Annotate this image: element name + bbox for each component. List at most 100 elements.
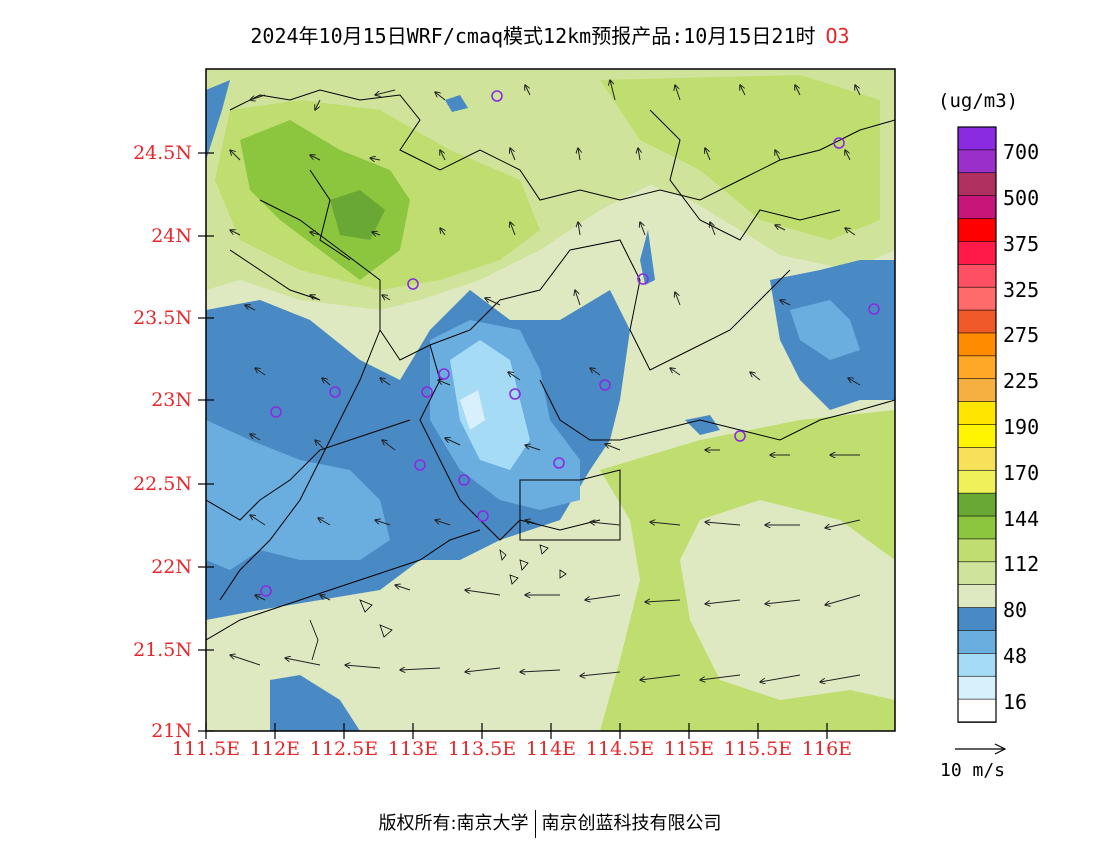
colorbar-cell [957,561,997,586]
colorbar-cell [957,584,997,609]
colorbar-cell [957,515,997,540]
blue-region-south [270,675,360,731]
copyright-label: 版权所有: [378,813,457,834]
green-region-dark [240,120,410,280]
boundary-lines [206,89,895,641]
wind-reference-arrow [955,743,1007,755]
station-marker [599,379,611,391]
lon-tick-label: 115E [663,738,715,760]
colorbar-label: 500 [1003,186,1040,210]
lon-tick-label: 113E [387,738,439,760]
station-marker [491,90,503,102]
station-marker [407,278,419,290]
colorbar-cell [957,378,997,403]
lat-tick-label: 24.5N [133,142,192,164]
station-marker [637,273,649,285]
owner-secondary: 南京创蓝科技有限公司 [541,813,722,834]
blue-region-east-mid [790,300,860,360]
wind-reference-label: 10 m/s [940,760,1006,781]
colorbar-label: 275 [1003,323,1040,347]
colorbar-label: 80 [1003,598,1028,622]
colorbar-cell [957,447,997,472]
colorbar-cell [957,241,997,266]
station-marker [458,474,470,486]
lat-tick-label: 21N [151,720,192,742]
lon-tick-label: 114E [525,738,577,760]
map-title: 2024年10月15日WRF/cmaq模式12km预报产品:10月15日21时 O… [0,20,1100,49]
lon-tick-label: 115.5E [723,738,793,760]
colorbar-cell [957,309,997,334]
lon-tick-label: 114.5E [585,738,655,760]
colorbar-cell [957,653,997,678]
colorbar-cell [957,675,997,700]
blue-region-central-lightest [460,390,485,430]
colorbar-label: 190 [1003,415,1040,439]
green-region-southeast [600,410,895,731]
colorbar-cell [957,355,997,380]
colorbar-frame [957,126,997,723]
station-marker [509,388,521,400]
colorbar-cell [957,630,997,655]
station-marker [414,459,426,471]
station-marker [868,303,880,315]
colorbar-cell [957,538,997,563]
station-marker [553,457,565,469]
blue-patch-north [445,95,468,112]
lat-tick-label: 22.5N [133,473,192,495]
blue-patch-coast [685,415,720,435]
green-region-darkest [330,190,385,240]
colorbar-cell [957,286,997,311]
owner-primary: 南京大学 [456,813,529,834]
lat-tick-label: 23N [151,389,192,411]
title-text: 2024年10月15日WRF/cmaq模式12km预报产品:10月15日21时 [250,24,816,48]
colorbar-cell [957,195,997,220]
colorbar-cell [957,469,997,494]
colorbar-label: 325 [1003,278,1040,302]
axis-ticks [198,152,828,739]
lat-tick-label: 24N [151,225,192,247]
green-region-northeast [600,75,880,240]
units-label: (ug/m3) [938,90,1019,112]
lat-tick-label: 21.5N [133,639,192,661]
station-marker [833,137,845,149]
colorbar-label: 144 [1003,507,1040,531]
colorbar-label: 16 [1003,690,1028,714]
station-marker [477,510,489,522]
colorbar-cell [957,172,997,197]
pollutant-label: O3 [825,24,850,48]
station-marker [260,585,272,597]
colorbar-cell [957,607,997,632]
station-marker [421,386,433,398]
coastal-islands [309,544,567,661]
lat-tick-label: 23.5N [133,307,192,329]
colorbar-label: 375 [1003,232,1040,256]
footer-divider [534,810,536,838]
station-marker [270,406,282,418]
colorbar-label: 48 [1003,644,1028,668]
blue-region-nw-strip [206,80,230,160]
colorbar-label: 700 [1003,140,1040,164]
colorbar-cell [957,126,997,151]
lat-tick-label: 22N [151,556,192,578]
blue-region-west-mid [206,420,390,570]
colorbar-cell [957,149,997,174]
colorbar-label: 112 [1003,552,1040,576]
station-marker [734,430,746,442]
colorbar-cell [957,218,997,243]
lon-tick-label: 116E [801,738,853,760]
lon-tick-label: 112E [249,738,301,760]
concentration-field [206,69,895,731]
blue-patch-northeast [640,230,655,285]
footer: 版权所有:南京大学 南京创蓝科技有限公司 [0,809,1100,838]
colorbar-label: 170 [1003,461,1040,485]
colorbar-cell [957,401,997,426]
station-markers [260,90,880,597]
lon-tick-label: 112.5E [309,738,379,760]
colorbar-cell [957,264,997,288]
colorbar-cell [957,698,997,723]
colorbar-label: 225 [1003,369,1040,393]
lon-tick-label: 111.5E [171,738,241,760]
lon-tick-label: 113.5E [447,738,517,760]
colorbar-cell [957,424,997,449]
